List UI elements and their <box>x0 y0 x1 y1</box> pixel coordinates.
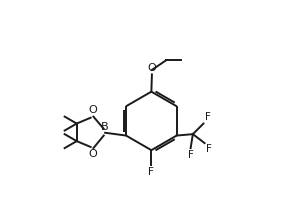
Text: F: F <box>188 150 194 160</box>
Text: O: O <box>148 63 156 73</box>
Text: B: B <box>101 122 109 132</box>
Text: F: F <box>148 167 154 177</box>
Text: O: O <box>88 149 97 159</box>
Text: F: F <box>206 144 212 154</box>
Text: O: O <box>88 105 97 115</box>
Text: F: F <box>204 112 210 123</box>
